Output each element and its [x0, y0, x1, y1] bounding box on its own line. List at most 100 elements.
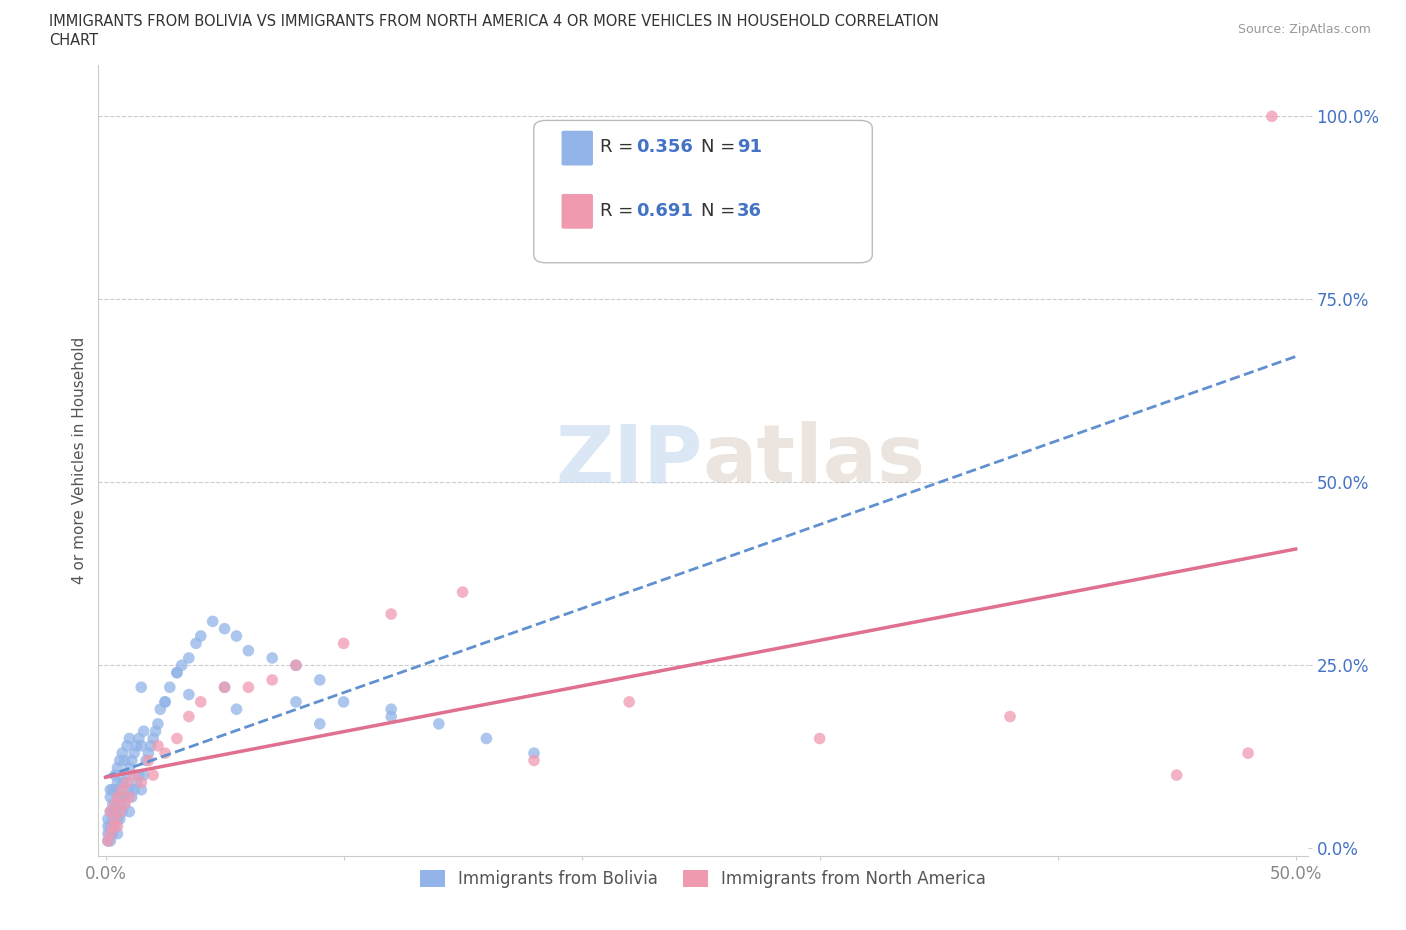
Point	[138, 746, 160, 761]
Point	[225, 629, 247, 644]
Point	[107, 790, 129, 804]
FancyBboxPatch shape	[534, 120, 872, 262]
Point	[145, 724, 167, 738]
Point	[115, 790, 138, 804]
Point	[118, 782, 141, 797]
Point	[238, 644, 260, 658]
Point	[159, 680, 181, 695]
Point	[308, 716, 330, 731]
Point	[808, 731, 831, 746]
Point	[285, 658, 308, 672]
Point	[139, 738, 162, 753]
Point	[104, 804, 127, 819]
Point	[121, 790, 143, 804]
Point	[111, 782, 134, 797]
Point	[107, 775, 129, 790]
Point	[153, 695, 176, 710]
Point	[108, 804, 131, 819]
Point	[98, 804, 121, 819]
Point	[332, 636, 354, 651]
Point	[149, 702, 172, 717]
Point	[380, 702, 402, 717]
Point	[153, 746, 176, 761]
Point	[1261, 109, 1284, 124]
Point	[128, 731, 150, 746]
Point	[380, 709, 402, 724]
Point	[153, 695, 176, 710]
Text: 0.691: 0.691	[637, 202, 693, 219]
Point	[190, 629, 212, 644]
Point	[98, 826, 121, 841]
Text: 91: 91	[737, 139, 762, 156]
Text: IMMIGRANTS FROM BOLIVIA VS IMMIGRANTS FROM NORTH AMERICA 4 OR MORE VEHICLES IN H: IMMIGRANTS FROM BOLIVIA VS IMMIGRANTS FR…	[49, 14, 939, 29]
Point	[1237, 746, 1260, 761]
Point	[129, 738, 152, 753]
FancyBboxPatch shape	[561, 131, 593, 166]
Point	[97, 812, 120, 827]
Point	[107, 819, 129, 834]
Point	[111, 790, 134, 804]
Point	[523, 753, 546, 768]
Text: R =: R =	[600, 202, 640, 219]
Point	[114, 797, 136, 812]
Point	[129, 680, 152, 695]
Point	[262, 651, 284, 666]
Point	[98, 782, 121, 797]
Point	[118, 804, 141, 819]
Point	[1166, 767, 1188, 782]
Point	[104, 767, 127, 782]
Text: R =: R =	[600, 139, 640, 156]
Point	[166, 731, 188, 746]
Point	[132, 724, 155, 738]
Point	[308, 672, 330, 687]
Point	[104, 782, 127, 797]
Point	[111, 775, 134, 790]
Point	[98, 826, 121, 841]
Point	[122, 767, 145, 782]
Point	[177, 687, 200, 702]
Text: Source: ZipAtlas.com: Source: ZipAtlas.com	[1237, 23, 1371, 36]
Point	[108, 782, 131, 797]
Point	[104, 819, 127, 834]
Point	[97, 833, 120, 848]
Point	[107, 812, 129, 827]
Point	[475, 731, 498, 746]
Point	[380, 606, 402, 621]
Point	[118, 761, 141, 776]
Point	[101, 819, 124, 834]
Point	[97, 826, 120, 841]
Point	[138, 753, 160, 768]
Point	[129, 782, 152, 797]
Point	[214, 621, 236, 636]
Point	[101, 804, 124, 819]
Point	[101, 826, 124, 841]
Point	[998, 709, 1021, 724]
Point	[225, 702, 247, 717]
Point	[121, 753, 143, 768]
Point	[108, 812, 131, 827]
Point	[190, 695, 212, 710]
Legend: Immigrants from Bolivia, Immigrants from North America: Immigrants from Bolivia, Immigrants from…	[413, 863, 993, 895]
Point	[107, 761, 129, 776]
Point	[98, 790, 121, 804]
Point	[238, 680, 260, 695]
Point	[114, 775, 136, 790]
Point	[128, 767, 150, 782]
FancyBboxPatch shape	[561, 194, 593, 229]
Point	[97, 819, 120, 834]
Point	[427, 716, 450, 731]
Point	[262, 672, 284, 687]
Point	[107, 790, 129, 804]
Point	[166, 665, 188, 680]
Point	[114, 753, 136, 768]
Point	[101, 782, 124, 797]
Point	[523, 746, 546, 761]
Point	[125, 775, 148, 790]
Point	[184, 636, 207, 651]
Point	[170, 658, 193, 672]
Point	[111, 746, 134, 761]
Point	[201, 614, 224, 629]
Text: 0.356: 0.356	[637, 139, 693, 156]
Point	[146, 716, 169, 731]
Point	[132, 767, 155, 782]
